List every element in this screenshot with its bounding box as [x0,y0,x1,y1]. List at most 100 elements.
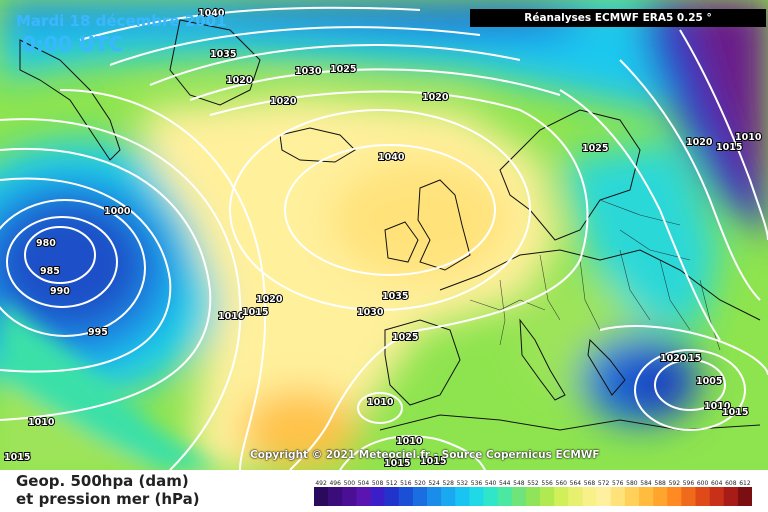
isobar-label: 1000 [104,206,131,217]
scale-swatch [370,487,385,506]
scale-swatch [328,487,343,506]
scale-tick-label: 576 [612,480,624,487]
scale-swatch [427,487,442,506]
scale-swatch [624,487,640,506]
scale-tick-label: 520 [414,480,426,487]
isobar-label: 1035 [382,291,408,302]
color-scale: 492 496 500 504 508 512 516 520 524 528 532 536 540 5… [314,480,752,506]
chart-date: Mardi 18 décembre 2001 [16,12,227,30]
isobar-label: 995 [88,327,108,338]
isobar-label: 1010 [704,401,731,412]
isobar-label: 1005 [696,376,722,387]
isobar-label: 1020 [226,75,253,86]
isobar-label: 1015 [242,307,268,318]
scale-swatch [483,487,498,506]
scale-tick-label: 532 [457,480,469,487]
scale-tick-label: 536 [471,480,483,487]
scale-tick-label: 524 [428,480,440,487]
scale-tick-label: 584 [640,480,652,487]
scale-tick-label: 496 [329,480,341,487]
scale-tick-label: 608 [725,480,737,487]
scale-swatch [525,487,541,506]
scale-swatch [469,487,484,506]
scale-tick-label: 588 [654,480,666,487]
scale-tick-label: 508 [372,480,384,487]
isobar-label: 980 [36,238,56,249]
scale-swatch [638,487,654,506]
scale-tick-label: 504 [358,480,370,487]
source-banner: Réanalyses ECMWF ERA5 0.25 ° [470,9,766,27]
isobar-label: 1025 [582,143,608,154]
scale-tick-label: 600 [697,480,709,487]
scale-swatch [681,487,696,506]
isobar-label: 990 [50,286,70,297]
scale-tick-label: 612 [739,480,751,487]
isobar-label: 1030 [357,307,384,318]
isobar-label: 1010 [218,311,245,322]
map-canvas: 1040 1035 1030 1025 1020 1020 1020 1040 1025 1020… [0,0,768,470]
scale-tick-label: 560 [556,480,568,487]
scale-tick-label: 568 [584,480,596,487]
isobar-label: 1035 [210,49,236,60]
scale-tick-label: 596 [683,480,695,487]
isobar-label: 1010 [367,397,394,408]
isobar-label: 15 [688,353,701,364]
isobar-label: 1010 [396,436,423,447]
scale-swatch [384,487,400,506]
isobar-label: 1015 [384,458,410,469]
scale-swatch [398,487,414,506]
scale-swatch [441,487,456,506]
scale-tick-label: 572 [598,480,610,487]
isobar-label: 1010 [28,417,55,428]
isobar-label: 1010 [735,132,762,143]
scale-swatch [695,487,710,506]
scale-swatch [342,487,357,506]
isobar-labels: 1040 1035 1030 1025 1020 1020 1020 1040 1025 1020… [3,7,763,470]
scale-swatch [709,487,725,506]
scale-tick-label: 500 [344,480,356,487]
scale-swatch [737,487,752,506]
scale-swatch [314,487,329,506]
isobar-label: 1020 [270,96,297,107]
scale-tick-label: 564 [570,480,582,487]
legend-title-line1: Geop. 500hpa (dam) [16,472,189,490]
isobar-label: 1020 [686,137,713,148]
scale-swatch [497,487,513,506]
isobar-label: 1020 [422,92,449,103]
isobar-label: 985 [40,266,60,277]
scale-tick-label: 512 [386,480,398,487]
scale-swatch [723,487,739,506]
scale-swatch [356,487,371,506]
scale-swatch [554,487,569,506]
scale-tick-label: 552 [527,480,539,487]
scale-swatch [582,487,597,506]
copyright-text: Copyright © 2021 Meteociel.fr - Source C… [250,449,600,461]
scale-swatch [667,487,682,506]
isobar-label: 1020 [256,294,283,305]
chart-time: 0:00 UTC [22,32,124,56]
scale-tick-label: 604 [711,480,723,487]
isobar-label: 1025 [330,64,356,75]
isobar-label: 1015 [722,407,748,418]
isobar-label: 1015 [420,456,446,467]
scale-swatch [511,487,527,506]
scale-swatch [653,487,668,506]
isobar-label: 1030 [295,66,322,77]
isobar-label: 1015 [716,142,742,153]
isobar-label: 1040 [198,8,225,19]
scale-tick-label: 540 [485,480,497,487]
scale-swatch [455,487,470,506]
scale-tick-label: 492 [315,480,327,487]
scale-swatch [596,487,612,506]
scale-tick-label: 592 [669,480,681,487]
scale-tick-label: 580 [626,480,638,487]
legend-title-line2: et pression mer (hPa) [16,490,200,508]
scale-swatch [540,487,555,506]
scale-swatch [412,487,428,506]
isobar-label: 1015 [4,452,30,463]
isobars [0,6,768,470]
scale-tick-label: 516 [400,480,412,487]
scale-swatch [610,487,626,506]
scale-swatch [568,487,583,506]
